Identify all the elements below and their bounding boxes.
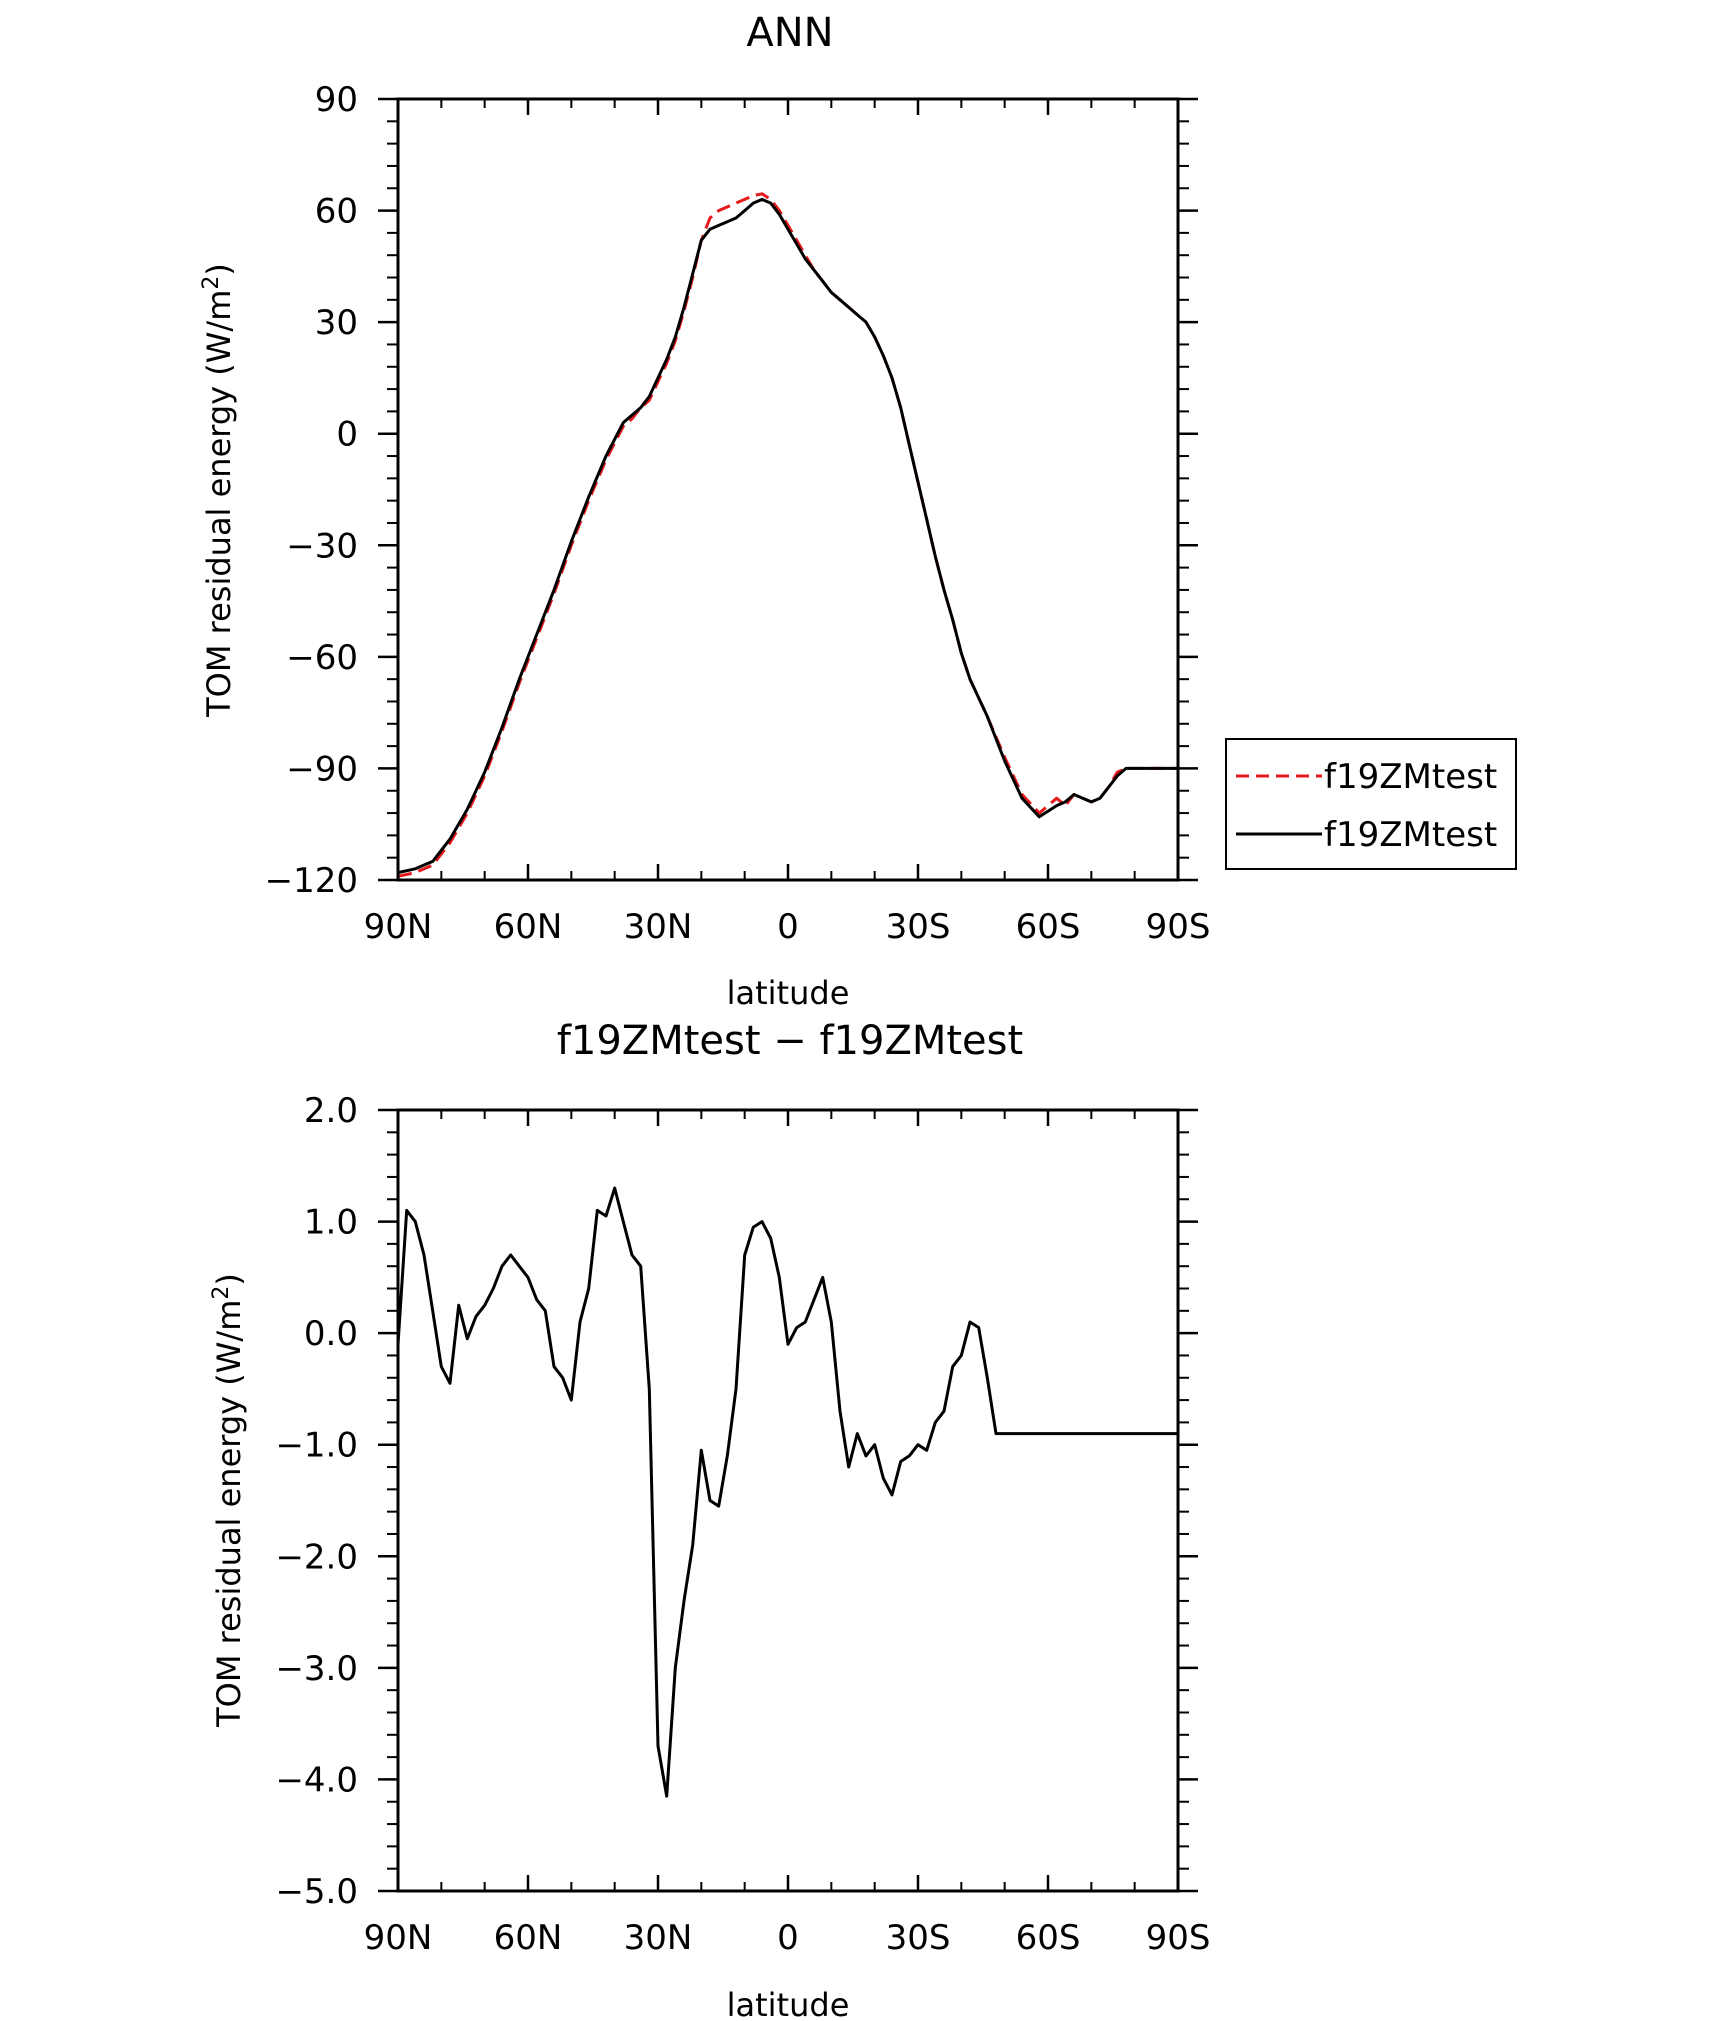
series-line-1 xyxy=(397,192,1178,878)
y-tick-label: −60 xyxy=(286,638,358,678)
panel-bottom: f19ZMtest − f19ZMtest 90N 60N 30N 0 30S 60S 90… xyxy=(209,1018,1210,2021)
tick-marks xyxy=(378,1108,1198,1893)
plot-frame xyxy=(396,97,1180,882)
series-lines xyxy=(397,192,1178,878)
x-tick-label: 60S xyxy=(1016,907,1081,947)
y-tick-label: 60 xyxy=(315,192,358,232)
x-tick-label: 60S xyxy=(1016,1918,1081,1958)
y-tick-label: 2.0 xyxy=(304,1091,358,1131)
y-tick-label: −2.0 xyxy=(275,1537,358,1577)
x-tick-label: 90S xyxy=(1146,907,1211,947)
x-tick-label: 30S xyxy=(886,907,951,947)
legend-entry-2: f19ZMtest xyxy=(1324,815,1497,855)
y-tick-label: 0 xyxy=(336,415,358,455)
x-tick-label: 90S xyxy=(1146,1918,1211,1958)
panel-top: ANN 90N 60N 30N 0 30S 60S 90S −120 −90 −60 −30 0 30 6… xyxy=(199,10,1517,1012)
x-axis-label: latitude xyxy=(727,1986,850,2021)
tick-marks xyxy=(378,97,1198,882)
difference-title: f19ZMtest − f19ZMtest xyxy=(557,1018,1023,1064)
y-tick-label: 90 xyxy=(315,80,358,120)
series-lines xyxy=(396,1186,1178,1798)
y-tick-label: −3.0 xyxy=(275,1649,358,1689)
x-tick-label: 30S xyxy=(886,1918,951,1958)
y-axis-label: TOM residual energy (W/m2) xyxy=(209,1273,248,1728)
y-axis-label: TOM residual energy (W/m2) xyxy=(199,263,238,718)
x-tick-label: 30N xyxy=(624,907,693,947)
x-tick-label: 0 xyxy=(777,1918,799,1958)
x-tick-label: 60N xyxy=(494,907,563,947)
chart-title: ANN xyxy=(746,10,833,56)
plot-frame xyxy=(396,1108,1180,1893)
y-tick-label: 1.0 xyxy=(304,1203,358,1243)
tick-labels: 90N 60N 30N 0 30S 60S 90S −5.0 −4.0 −3.0 −2.0 −1.0 0… xyxy=(275,1091,1210,1958)
y-tick-label: 0.0 xyxy=(304,1314,358,1354)
series-line-2 xyxy=(397,197,1178,875)
y-tick-label: −90 xyxy=(286,749,358,789)
y-tick-label: −120 xyxy=(265,861,358,901)
legend: f19ZMtest f19ZMtest xyxy=(1225,738,1517,870)
x-axis-label: latitude xyxy=(727,974,850,1012)
x-tick-label: 90N xyxy=(364,1918,433,1958)
x-tick-label: 0 xyxy=(777,907,799,947)
x-tick-label: 30N xyxy=(624,1918,693,1958)
y-tick-label: −1.0 xyxy=(275,1426,358,1466)
legend-box xyxy=(1225,738,1517,870)
tick-labels: 90N 60N 30N 0 30S 60S 90S −120 −90 −60 −30 0 30 60 90 xyxy=(265,80,1211,947)
x-tick-label: 60N xyxy=(494,1918,563,1958)
x-tick-label: 90N xyxy=(364,907,433,947)
y-tick-label: −30 xyxy=(286,526,358,566)
y-tick-label: 30 xyxy=(315,303,358,343)
y-tick-label: −5.0 xyxy=(275,1872,358,1912)
legend-entry-1: f19ZMtest xyxy=(1324,757,1497,797)
series-line-1 xyxy=(396,1186,1178,1798)
y-tick-label: −4.0 xyxy=(275,1760,358,1800)
